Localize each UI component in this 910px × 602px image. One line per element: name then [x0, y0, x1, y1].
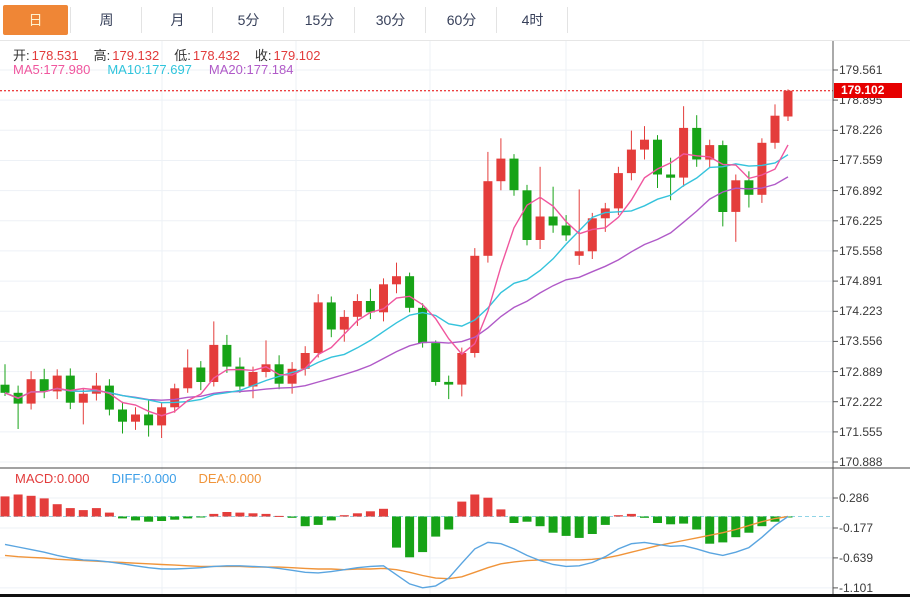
tab-label: 日: [3, 5, 68, 35]
price-axis-label: 174.891: [839, 274, 883, 289]
tab-label: 30分: [375, 12, 406, 28]
macd-value: MACD:0.000: [15, 471, 90, 486]
tab-label: 周: [99, 12, 114, 28]
ma-value: MA10:177.697: [107, 62, 192, 77]
price-axis-label: 177.559: [839, 153, 883, 168]
current-price-tag: 179.102: [834, 83, 902, 98]
macd-value: DEA:0.000: [198, 471, 262, 486]
tab-周[interactable]: 周: [71, 0, 142, 40]
timeframe-tabbar: 日 周 月 5分 15分 30分 60分 4时: [0, 0, 910, 41]
ma-value: MA5:177.980: [13, 62, 91, 77]
tab-label: 15分: [304, 12, 335, 28]
macd-info-row: MACD:0.000 DIFF:0.000 DEA:0.000: [15, 471, 261, 486]
ohlc-value: 收: 179.102: [254, 48, 321, 63]
tab-4时[interactable]: 4时: [497, 0, 568, 40]
ohlc-info-row: 开: 178.531 高: 179.132 低: 178.432 收: 179.102: [13, 45, 321, 64]
tab-label: 5分: [237, 12, 260, 28]
macd-axis-label: -0.177: [839, 521, 874, 535]
price-axis-label: 170.888: [839, 455, 883, 470]
price-axis-label: 178.226: [839, 123, 883, 138]
tab-label: 月: [170, 12, 185, 28]
tab-30分[interactable]: 30分: [355, 0, 426, 40]
price-axis-label: 179.561: [839, 63, 883, 77]
macd-axis-label: 0.286: [839, 491, 870, 505]
price-axis-label: 175.558: [839, 243, 883, 258]
tab-label: 4时: [521, 12, 544, 28]
price-axis-label: 173.556: [839, 334, 883, 349]
price-axis-label: 172.222: [839, 394, 883, 409]
tab-月[interactable]: 月: [142, 0, 213, 40]
price-axis-label: 176.225: [839, 213, 883, 228]
price-axis-label: 171.555: [839, 424, 883, 439]
price-axis-label: 176.892: [839, 183, 883, 198]
tab-60分[interactable]: 60分: [426, 0, 497, 40]
macd-axis-label: -0.639: [839, 550, 874, 565]
macd-axis-label: -1.101: [839, 580, 874, 595]
ma-value: MA20:177.184: [208, 62, 294, 77]
ma-info-row: MA5:177.980 MA10:177.697 MA20:177.184: [13, 62, 294, 77]
ohlc-value: 高: 179.132: [93, 48, 160, 63]
ohlc-value: 开: 178.531: [13, 48, 79, 63]
tab-5分[interactable]: 5分: [213, 0, 284, 40]
chart-plot-area[interactable]: [0, 40, 833, 594]
price-axis-label: 172.889: [839, 364, 883, 379]
tab-15分[interactable]: 15分: [284, 0, 355, 40]
price-axis-label: 174.223: [839, 304, 883, 319]
tab-日[interactable]: 日: [0, 0, 71, 40]
macd-value: DIFF:0.000: [111, 471, 177, 486]
ohlc-value: 低: 178.432: [174, 48, 240, 63]
tab-label: 60分: [446, 12, 477, 28]
